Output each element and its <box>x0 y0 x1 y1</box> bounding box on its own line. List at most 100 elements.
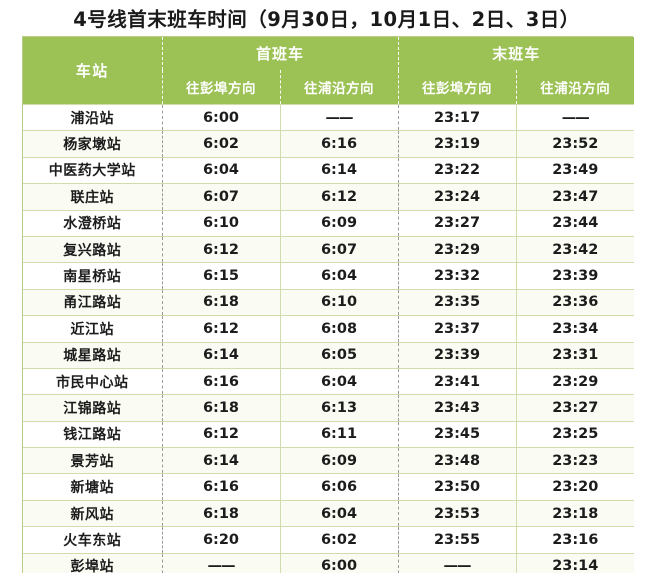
cell-first-toward-pengbu: 6:02 <box>161 130 280 158</box>
table-row: 近江站 6:12 6:08 23:37 23:34 <box>23 315 635 343</box>
table-row: 甬江路站 6:18 6:10 23:35 23:36 <box>23 288 635 316</box>
column-header-last-toward-pengbu: 往彭埠方向 <box>397 70 517 105</box>
table-row: 复兴路站 6:12 6:07 23:29 23:42 <box>23 235 635 263</box>
cell-first-toward-pengbu: —— <box>161 552 280 573</box>
cell-first-toward-puyan: 6:08 <box>279 315 399 343</box>
no-service-dash: —— <box>443 558 472 573</box>
table-row: 火车东站 6:20 6:02 23:55 23:16 <box>23 526 635 554</box>
table-body: 浦沿站 6:00 —— 23:17 —— 杨家墩站 6:02 6:16 23:19 23:52 中医… <box>23 103 635 573</box>
table-row: 市民中心站 6:16 6:04 23:41 23:29 <box>23 367 635 395</box>
cell-station-name: 新风站 <box>23 499 162 527</box>
cell-first-toward-puyan: 6:00 <box>279 552 399 573</box>
column-header-first-toward-puyan: 往浦沿方向 <box>279 70 399 105</box>
cell-last-toward-puyan: 23:16 <box>515 526 635 554</box>
column-group-first-train: 首班车 <box>161 37 399 70</box>
cell-last-toward-puyan: 23:44 <box>515 209 635 237</box>
cell-last-toward-puyan: 23:39 <box>515 262 635 290</box>
timetable-container: 车站 首班车 末班车 往彭埠方向 往浦沿方向 往彭埠方向 往浦沿方向 浦沿站 6:… <box>22 36 635 573</box>
cell-station-name: 彭埠站 <box>23 552 162 573</box>
cell-last-toward-puyan: 23:49 <box>515 156 635 184</box>
cell-last-toward-puyan: 23:29 <box>515 367 635 395</box>
table-header: 车站 首班车 末班车 往彭埠方向 往浦沿方向 往彭埠方向 往浦沿方向 <box>23 37 635 105</box>
cell-station-name: 甬江路站 <box>23 288 162 316</box>
cell-first-toward-pengbu: 6:18 <box>161 499 280 527</box>
cell-first-toward-pengbu: 6:18 <box>161 288 280 316</box>
cell-station-name: 联庄站 <box>23 183 162 211</box>
cell-last-toward-pengbu: 23:45 <box>397 420 517 448</box>
cell-last-toward-pengbu: 23:39 <box>397 341 517 369</box>
cell-station-name: 江锦路站 <box>23 394 162 422</box>
cell-last-toward-puyan: 23:18 <box>515 499 635 527</box>
cell-last-toward-pengbu: 23:35 <box>397 288 517 316</box>
cell-first-toward-pengbu: 6:12 <box>161 315 280 343</box>
cell-station-name: 城星路站 <box>23 341 162 369</box>
cell-first-toward-pengbu: 6:14 <box>161 447 280 474</box>
cell-first-toward-pengbu: 6:20 <box>161 526 280 554</box>
cell-last-toward-puyan: —— <box>515 103 635 131</box>
cell-station-name: 火车东站 <box>23 526 162 554</box>
cell-first-toward-pengbu: 6:18 <box>161 394 280 422</box>
cell-last-toward-pengbu: 23:17 <box>397 103 517 131</box>
cell-first-toward-pengbu: 6:16 <box>161 367 280 395</box>
column-header-first-toward-pengbu: 往彭埠方向 <box>161 70 280 105</box>
header-group-row: 车站 首班车 末班车 <box>23 37 635 105</box>
cell-last-toward-pengbu: 23:43 <box>397 394 517 422</box>
cell-first-toward-pengbu: 6:07 <box>161 183 280 211</box>
cell-last-toward-pengbu: 23:48 <box>397 447 517 474</box>
cell-station-name: 水澄桥站 <box>23 209 162 237</box>
cell-first-toward-puyan: 6:12 <box>279 183 399 211</box>
cell-last-toward-pengbu: 23:29 <box>397 235 517 263</box>
cell-station-name: 新塘站 <box>23 473 162 501</box>
cell-first-toward-pengbu: 6:12 <box>161 420 280 448</box>
no-service-dash: —— <box>207 558 236 573</box>
cell-first-toward-puyan: 6:10 <box>279 288 399 316</box>
cell-station-name: 南星桥站 <box>23 262 162 290</box>
cell-station-name: 复兴路站 <box>23 235 162 263</box>
cell-first-toward-pengbu: 6:10 <box>161 209 280 237</box>
table-row: 彭埠站 —— 6:00 —— 23:14 <box>23 552 635 573</box>
cell-first-toward-puyan: 6:14 <box>279 156 399 184</box>
cell-first-toward-pengbu: 6:12 <box>161 235 280 263</box>
cell-last-toward-pengbu: 23:50 <box>397 473 517 501</box>
table-row: 钱江路站 6:12 6:11 23:45 23:25 <box>23 420 635 448</box>
cell-last-toward-puyan: 23:31 <box>515 341 635 369</box>
cell-station-name: 景芳站 <box>23 447 162 474</box>
cell-last-toward-puyan: 23:27 <box>515 394 635 422</box>
cell-last-toward-puyan: 23:47 <box>515 183 635 211</box>
page-title: 4号线首末班车时间（9月30日，10月1日、2日、3日） <box>73 7 580 31</box>
cell-first-toward-puyan: 6:05 <box>279 341 399 369</box>
cell-first-toward-puyan: 6:06 <box>279 473 399 501</box>
cell-station-name: 市民中心站 <box>23 367 162 395</box>
column-header-last-toward-puyan: 往浦沿方向 <box>515 70 635 105</box>
cell-last-toward-pengbu: 23:53 <box>397 499 517 527</box>
cell-last-toward-puyan: 23:14 <box>515 552 635 573</box>
table-row: 景芳站 6:14 6:09 23:48 23:23 <box>23 447 635 474</box>
header-sub-row: 往彭埠方向 往浦沿方向 往彭埠方向 往浦沿方向 <box>23 70 635 105</box>
table-row: 江锦路站 6:18 6:13 23:43 23:27 <box>23 394 635 422</box>
column-header-station: 车站 <box>23 37 162 105</box>
cell-first-toward-puyan: 6:04 <box>279 499 399 527</box>
column-group-last-train: 末班车 <box>397 37 635 70</box>
table-row: 杨家墩站 6:02 6:16 23:19 23:52 <box>23 130 635 158</box>
table-row: 浦沿站 6:00 —— 23:17 —— <box>23 103 635 131</box>
cell-first-toward-puyan: 6:16 <box>279 130 399 158</box>
cell-station-name: 近江站 <box>23 315 162 343</box>
cell-station-name: 杨家墩站 <box>23 130 162 158</box>
no-service-dash: —— <box>325 109 354 126</box>
table-row: 新风站 6:18 6:04 23:53 23:18 <box>23 499 635 527</box>
table-row: 南星桥站 6:15 6:04 23:32 23:39 <box>23 262 635 290</box>
table-row: 水澄桥站 6:10 6:09 23:27 23:44 <box>23 209 635 237</box>
cell-last-toward-pengbu: 23:55 <box>397 526 517 554</box>
page-title-bar: 4号线首末班车时间（9月30日，10月1日、2日、3日） <box>0 0 653 34</box>
cell-first-toward-puyan: 6:11 <box>279 420 399 448</box>
cell-first-toward-puyan: 6:04 <box>279 262 399 290</box>
table-row: 新塘站 6:16 6:06 23:50 23:20 <box>23 473 635 501</box>
cell-last-toward-puyan: 23:36 <box>515 288 635 316</box>
cell-first-toward-puyan: —— <box>279 103 399 131</box>
cell-last-toward-pengbu: 23:32 <box>397 262 517 290</box>
cell-station-name: 中医药大学站 <box>23 156 162 184</box>
cell-first-toward-pengbu: 6:00 <box>161 103 280 131</box>
cell-first-toward-puyan: 6:09 <box>279 447 399 474</box>
cell-first-toward-puyan: 6:04 <box>279 367 399 395</box>
